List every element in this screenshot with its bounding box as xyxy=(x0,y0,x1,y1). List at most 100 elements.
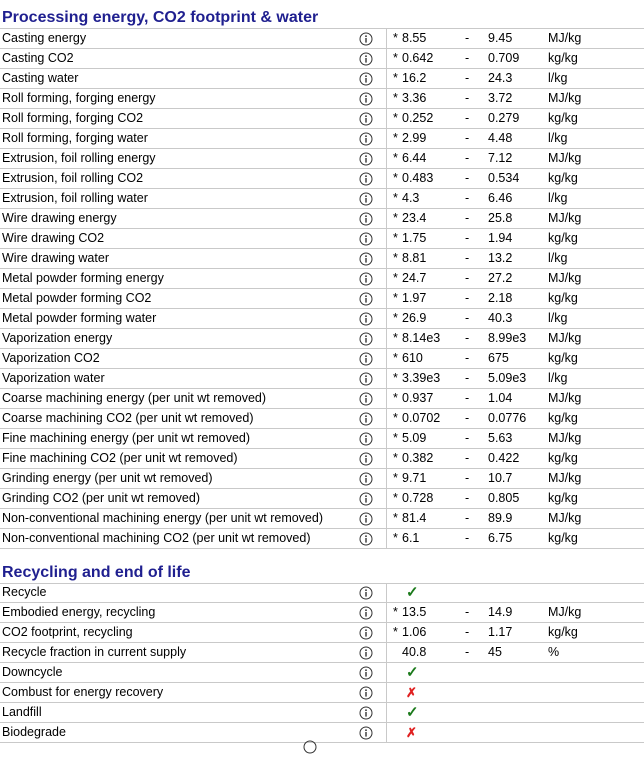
range-separator: - xyxy=(465,231,470,245)
property-label: Fine machining energy (per unit wt remov… xyxy=(2,431,251,445)
range-high-value: 0.709 xyxy=(488,51,520,65)
info-icon[interactable] xyxy=(358,129,373,148)
info-icon[interactable] xyxy=(358,489,373,508)
range-low-value: 3.39e3 xyxy=(402,371,441,385)
info-icon[interactable] xyxy=(358,429,373,448)
info-icon[interactable] xyxy=(358,29,373,48)
range-low-value: 0.937 xyxy=(402,391,434,405)
estimate-marker: * xyxy=(393,151,398,165)
info-icon[interactable] xyxy=(358,49,373,68)
table-row: Wire drawing CO2 * 1.75 - 1.94 kg/kg xyxy=(0,229,644,249)
estimate-marker: * xyxy=(393,451,398,465)
column-divider xyxy=(386,683,387,702)
range-separator: - xyxy=(465,211,470,225)
info-icon[interactable] xyxy=(358,369,373,388)
info-icon[interactable] xyxy=(358,309,373,328)
range-low-value: 0.728 xyxy=(402,491,434,505)
info-icon[interactable] xyxy=(358,389,373,408)
info-icon[interactable] xyxy=(358,723,373,742)
table-row: Vaporization energy * 8.14e3 - 8.99e3 MJ/kg xyxy=(0,329,644,349)
cross-icon: ✗ xyxy=(406,725,417,740)
range-high-value: 8.99e3 xyxy=(488,331,527,345)
range-separator: - xyxy=(465,605,470,619)
info-icon[interactable] xyxy=(358,623,373,642)
info-icon[interactable] xyxy=(358,69,373,88)
property-label: Biodegrade xyxy=(2,725,66,739)
info-icon[interactable] xyxy=(358,229,373,248)
info-icon[interactable] xyxy=(358,663,373,682)
table-row: Extrusion, foil rolling water * 4.3 - 6.46 l/… xyxy=(0,189,644,209)
info-icon[interactable] xyxy=(358,189,373,208)
info-icon[interactable] xyxy=(358,703,373,722)
range-low-value: 23.4 xyxy=(402,211,427,225)
column-divider xyxy=(386,409,387,428)
info-icon[interactable] xyxy=(358,289,373,308)
property-label: Recycle fraction in current supply xyxy=(2,645,187,659)
info-icon[interactable] xyxy=(358,349,373,368)
info-icon[interactable] xyxy=(358,109,373,128)
estimate-marker: * xyxy=(393,431,398,445)
range-low-value: 1.97 xyxy=(402,291,427,305)
info-icon[interactable] xyxy=(358,509,373,528)
range-high-value: 1.04 xyxy=(488,391,513,405)
table-row: Grinding CO2 (per unit wt removed) * 0.728… xyxy=(0,489,644,509)
column-divider xyxy=(386,469,387,488)
unit-label: kg/kg xyxy=(548,625,578,639)
estimate-marker: * xyxy=(393,251,398,265)
info-icon[interactable] xyxy=(358,409,373,428)
unit-label: MJ/kg xyxy=(548,211,582,225)
info-icon[interactable] xyxy=(358,529,373,548)
range-high-value: 45 xyxy=(488,645,502,659)
range-separator: - xyxy=(465,471,470,485)
range-low-value: 24.7 xyxy=(402,271,427,285)
info-icon[interactable] xyxy=(358,209,373,228)
unit-label: MJ/kg xyxy=(548,605,582,619)
property-label: Landfill xyxy=(2,705,42,719)
range-high-value: 10.7 xyxy=(488,471,513,485)
info-icon[interactable] xyxy=(358,469,373,488)
column-divider xyxy=(386,89,387,108)
column-divider xyxy=(386,149,387,168)
cross-icon: ✗ xyxy=(406,685,417,700)
info-icon[interactable] xyxy=(358,683,373,702)
unit-label: l/kg xyxy=(548,131,568,145)
range-high-value: 5.63 xyxy=(488,431,513,445)
table-row: Roll forming, forging CO2 * 0.252 - 0.279 kg/… xyxy=(0,109,644,129)
range-separator: - xyxy=(465,291,470,305)
range-high-value: 2.18 xyxy=(488,291,513,305)
range-high-value: 5.09e3 xyxy=(488,371,527,385)
range-separator: - xyxy=(465,171,470,185)
info-icon[interactable] xyxy=(358,269,373,288)
info-icon[interactable] xyxy=(358,583,373,602)
range-separator: - xyxy=(465,91,470,105)
info-circle-icon[interactable] xyxy=(303,740,317,757)
unit-label: kg/kg xyxy=(548,51,578,65)
info-icon[interactable] xyxy=(358,643,373,662)
check-icon: ✓ xyxy=(406,704,419,721)
property-label: Metal powder forming CO2 xyxy=(2,291,152,305)
column-divider xyxy=(386,369,387,388)
table-row: Casting energy * 8.55 - 9.45 MJ/kg xyxy=(0,29,644,49)
column-divider xyxy=(386,69,387,88)
property-label: Combust for energy recovery xyxy=(2,685,164,699)
estimate-marker: * xyxy=(393,605,398,619)
info-icon[interactable] xyxy=(358,249,373,268)
estimate-marker: * xyxy=(393,131,398,145)
range-low-value: 81.4 xyxy=(402,511,427,525)
info-icon[interactable] xyxy=(358,603,373,622)
info-icon[interactable] xyxy=(358,149,373,168)
column-divider xyxy=(386,249,387,268)
unit-label: MJ/kg xyxy=(548,511,582,525)
info-icon[interactable] xyxy=(358,449,373,468)
info-icon[interactable] xyxy=(358,169,373,188)
table-row: Coarse machining energy (per unit wt rem… xyxy=(0,389,644,409)
range-low-value: 1.75 xyxy=(402,231,427,245)
estimate-marker: * xyxy=(393,51,398,65)
table-row: Non-conventional machining energy (per u… xyxy=(0,509,644,529)
info-icon[interactable] xyxy=(358,329,373,348)
table-row: Metal powder forming energy * 24.7 - 27.2 MJ/… xyxy=(0,269,644,289)
info-icon[interactable] xyxy=(358,89,373,108)
column-divider xyxy=(386,723,387,742)
range-high-value: 1.17 xyxy=(488,625,513,639)
range-low-value: 4.3 xyxy=(402,191,420,205)
